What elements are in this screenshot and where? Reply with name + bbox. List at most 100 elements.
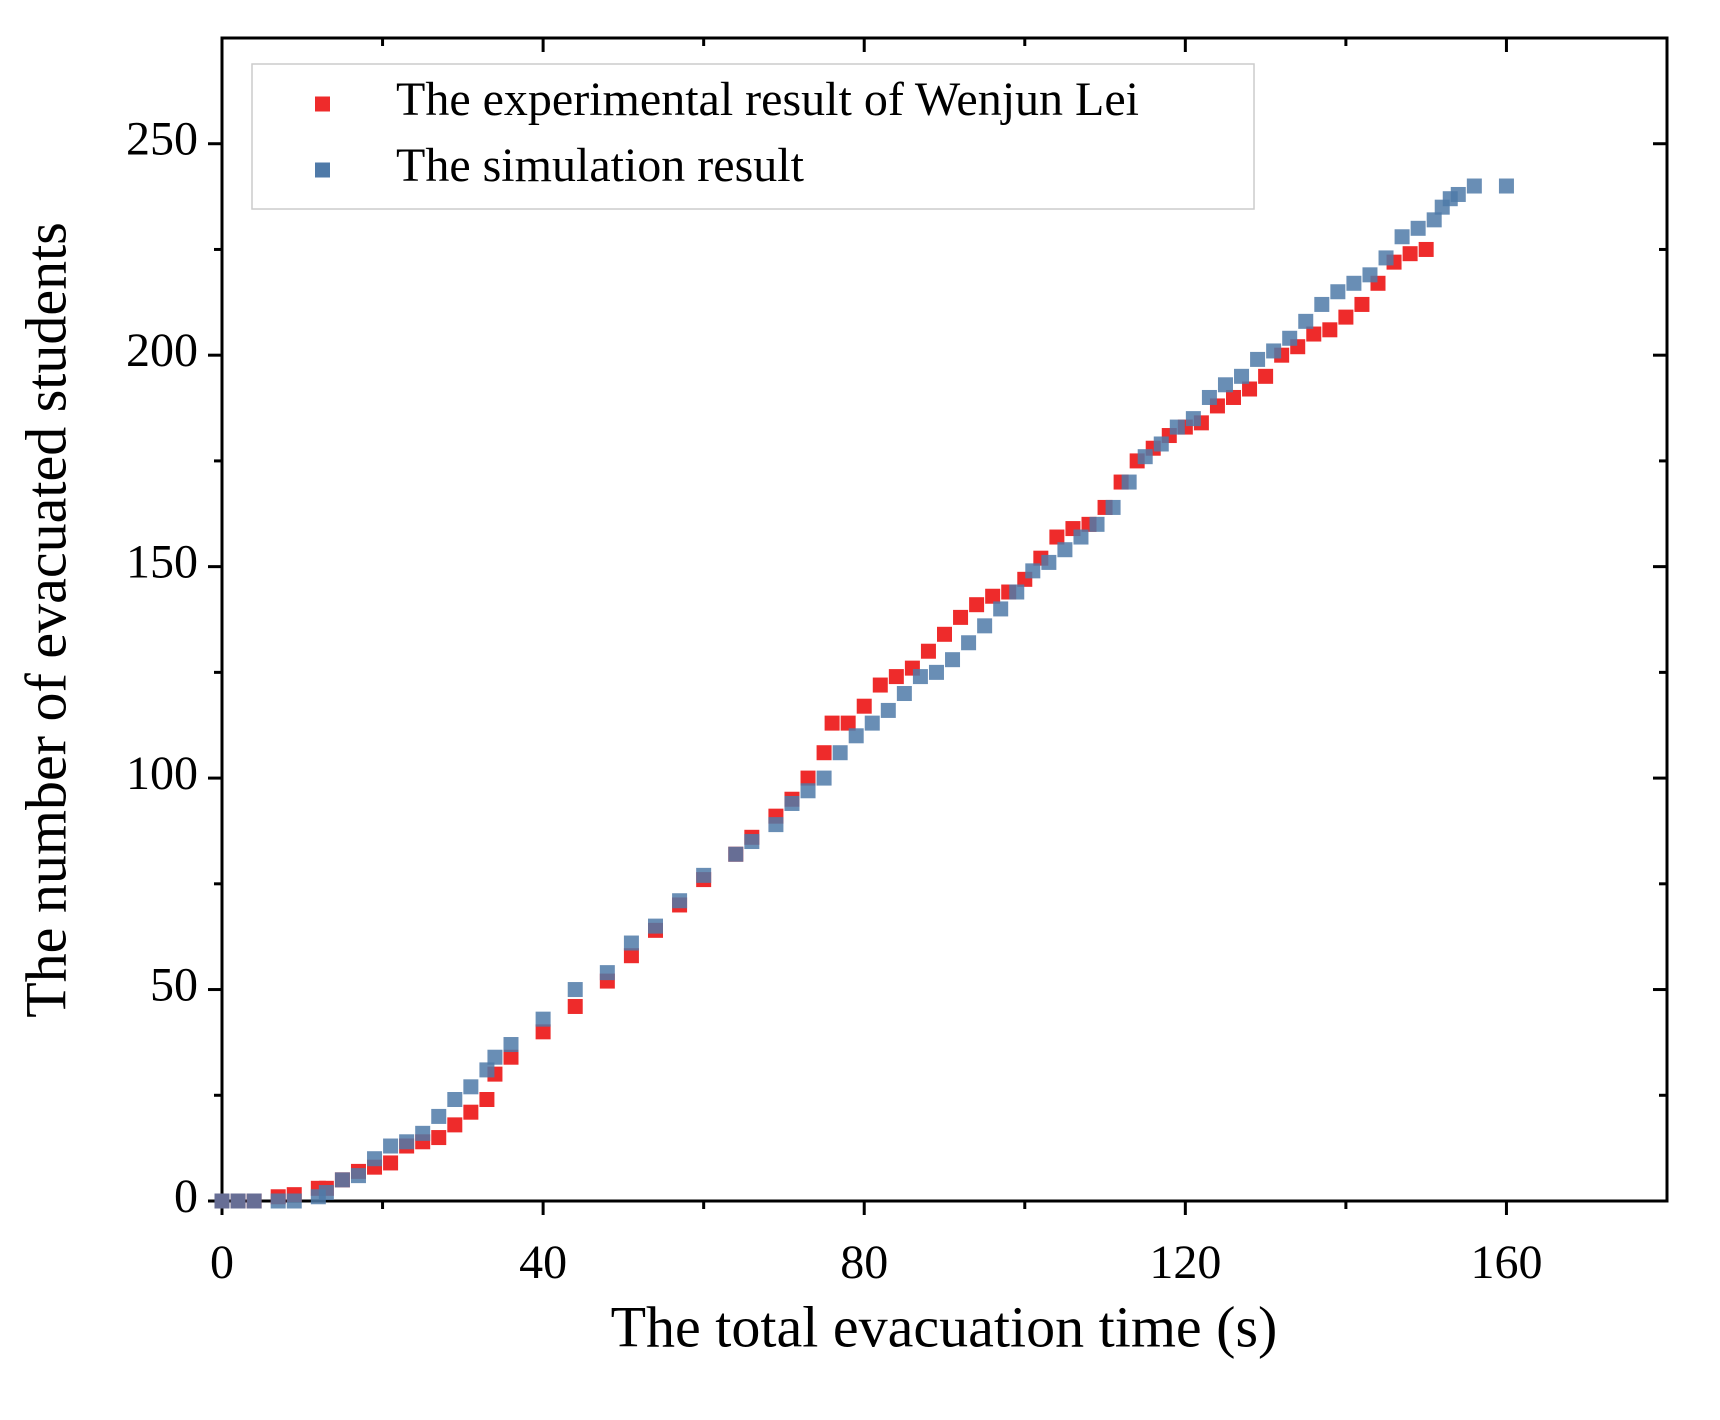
point (463, 1104, 479, 1120)
point (1057, 542, 1073, 558)
point (928, 664, 944, 680)
point (800, 770, 816, 786)
point (744, 834, 760, 850)
point (648, 918, 663, 934)
point (1346, 275, 1362, 291)
point (567, 982, 583, 998)
point (1338, 309, 1354, 325)
point (1402, 246, 1418, 262)
point (872, 677, 888, 693)
point (286, 1193, 302, 1209)
point (1041, 554, 1057, 570)
point (1169, 419, 1185, 435)
y-tick-label: 200 (126, 324, 198, 377)
point (447, 1092, 463, 1108)
point (1298, 313, 1314, 329)
y-tick-label: 250 (126, 113, 198, 166)
point (383, 1138, 399, 1154)
point (1025, 563, 1041, 579)
point (1498, 178, 1514, 194)
legend-marker (315, 96, 330, 112)
point (1201, 389, 1217, 405)
point (1137, 449, 1153, 465)
x-tick-label: 0 (210, 1236, 234, 1289)
y-tick-label: 100 (126, 747, 198, 800)
point (503, 1049, 519, 1065)
point (463, 1079, 479, 1095)
x-axis-title: The total evacuation time (s) (611, 1294, 1278, 1359)
point (1426, 212, 1442, 228)
point (1226, 389, 1241, 405)
point (399, 1134, 415, 1150)
point (1105, 499, 1121, 515)
point (1049, 529, 1065, 545)
point (623, 935, 639, 951)
x-tick-label: 160 (1470, 1236, 1542, 1289)
point (1258, 368, 1274, 384)
point (768, 817, 784, 833)
point (856, 698, 872, 714)
point (350, 1168, 366, 1184)
point (415, 1125, 431, 1141)
y-tick-label: 150 (126, 536, 198, 589)
point (1153, 436, 1169, 452)
point (969, 597, 985, 613)
point (1314, 296, 1330, 312)
point (937, 626, 952, 642)
point (535, 1024, 551, 1040)
point (479, 1062, 495, 1078)
point (953, 609, 969, 625)
point (888, 669, 904, 685)
point (1282, 330, 1298, 346)
point (503, 1037, 519, 1053)
point (1234, 368, 1250, 384)
point (535, 1011, 551, 1027)
point (1322, 322, 1338, 338)
point (246, 1193, 262, 1209)
point (1450, 186, 1466, 202)
x-tick-label: 80 (840, 1236, 888, 1289)
legend-label: The simulation result (396, 139, 805, 192)
x-tick-label: 120 (1149, 1236, 1221, 1289)
point (728, 846, 744, 862)
point (1378, 250, 1394, 266)
y-tick-label: 0 (174, 1170, 198, 1223)
point (945, 652, 961, 668)
x-tick-label: 40 (519, 1236, 567, 1289)
point (784, 795, 800, 811)
point (1354, 296, 1370, 312)
point (896, 686, 912, 702)
legend-marker (315, 162, 330, 178)
point (1089, 516, 1105, 532)
point (1121, 474, 1137, 490)
y-axis-title: The number of evacuated students (13, 222, 78, 1018)
point (479, 1092, 495, 1108)
point (1185, 411, 1201, 427)
point (1242, 381, 1258, 397)
point (334, 1172, 350, 1188)
plot-frame (220, 36, 1669, 1203)
point (599, 965, 615, 981)
point (487, 1049, 503, 1065)
point (1362, 267, 1378, 283)
point (912, 669, 928, 685)
point (623, 948, 639, 964)
point (920, 643, 936, 659)
point (1394, 229, 1410, 245)
point (1073, 529, 1089, 545)
point (1266, 343, 1282, 359)
point (864, 715, 880, 731)
point (1306, 326, 1322, 342)
point (1466, 178, 1482, 194)
point (567, 998, 583, 1014)
point (977, 618, 993, 634)
point (383, 1155, 399, 1171)
point (367, 1151, 383, 1167)
point (431, 1130, 447, 1146)
point (214, 1193, 230, 1209)
point (318, 1185, 334, 1201)
point (696, 867, 712, 883)
y-tick-label: 50 (150, 959, 198, 1012)
point (1250, 351, 1266, 367)
legend-label: The experimental result of Wenjun Lei (396, 73, 1139, 126)
